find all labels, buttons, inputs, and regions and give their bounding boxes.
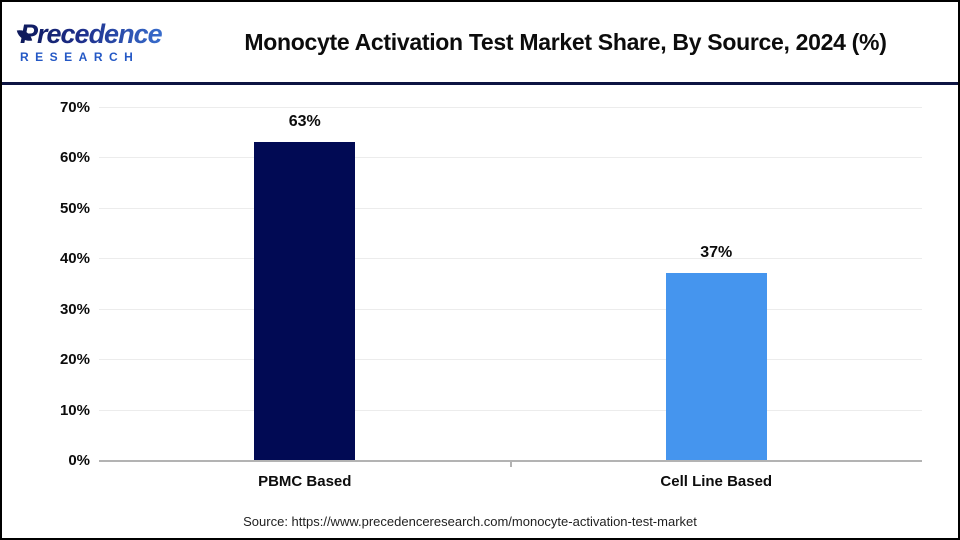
bar-pbmc-based xyxy=(254,142,356,460)
bar-value-label: 37% xyxy=(700,244,733,262)
y-axis-tick-label: 30% xyxy=(59,300,90,318)
x-axis-tick xyxy=(509,460,512,467)
gridline-10 xyxy=(99,409,922,411)
source-text: Source: https://www.precedenceresearch.c… xyxy=(243,514,697,529)
x-axis-category-label: Cell Line Based xyxy=(660,473,773,490)
y-axis-tick-label: 0% xyxy=(68,452,90,469)
y-axis-tick-label: 60% xyxy=(59,149,90,167)
gridline-60 xyxy=(99,157,922,159)
x-axis-category-label: PBMC Based xyxy=(258,473,352,490)
y-axis-tick-label: 40% xyxy=(59,250,90,268)
y-axis-tick-label: 20% xyxy=(59,351,90,369)
y-axis-tick-label: 50% xyxy=(59,199,90,217)
gridline-20 xyxy=(99,359,922,361)
logo-subtitle: RESEARCH xyxy=(20,50,140,64)
precedence-research-logo: Precedence RESEARCH xyxy=(2,21,187,63)
gridline-30 xyxy=(99,308,922,310)
gridline-40 xyxy=(99,258,922,260)
bar-value-label: 63% xyxy=(288,113,321,131)
bar-chart: 0% 10% 20% 30% 40% 50% 60% 70% 63% PBMC Based 37% C… xyxy=(2,85,958,538)
bar-cell-line-based xyxy=(665,273,767,460)
chart-title: Monocyte Activation Test Market Share, B… xyxy=(244,28,887,55)
header-divider xyxy=(2,82,958,85)
gridline-50 xyxy=(99,207,922,209)
header: Precedence RESEARCH Monocyte Activation … xyxy=(2,2,958,82)
gridline-70 xyxy=(99,107,922,108)
logo-wordmark: Precedence xyxy=(20,21,187,48)
y-axis-tick-label: 70% xyxy=(59,99,90,116)
y-axis-tick-label: 10% xyxy=(59,401,90,419)
